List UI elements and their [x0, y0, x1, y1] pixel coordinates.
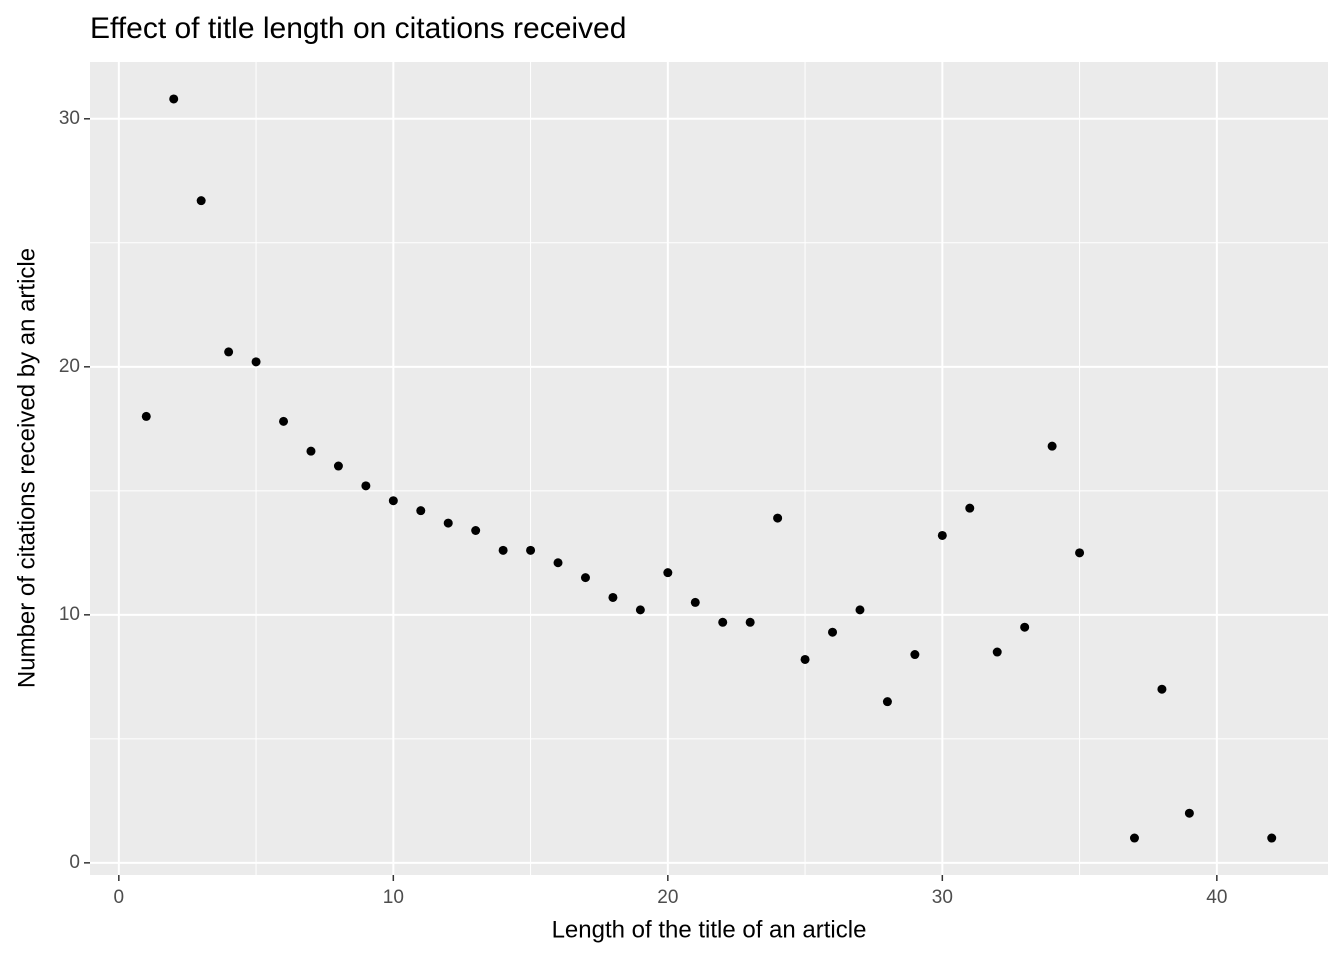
point — [1047, 441, 1057, 451]
point — [169, 94, 179, 104]
y-axis-label: Number of citations received by an artic… — [13, 248, 40, 688]
point — [745, 617, 755, 627]
point — [690, 597, 700, 607]
point — [141, 411, 151, 421]
point — [443, 518, 453, 528]
point — [279, 416, 289, 426]
point — [224, 347, 234, 357]
point — [1075, 548, 1085, 558]
y-tick-label: 0 — [69, 852, 80, 873]
panel — [90, 62, 1328, 875]
point — [306, 446, 316, 456]
point — [773, 513, 783, 523]
point — [882, 697, 892, 707]
point — [608, 592, 618, 602]
point — [361, 481, 371, 491]
y-tick-label: 30 — [59, 108, 80, 129]
grid — [90, 62, 1328, 875]
point — [937, 530, 947, 540]
point — [580, 573, 590, 583]
point — [1020, 622, 1030, 632]
point — [498, 545, 508, 555]
point — [800, 654, 810, 664]
point — [635, 605, 645, 615]
point — [333, 461, 343, 471]
point — [1129, 833, 1139, 843]
point — [388, 496, 398, 506]
point — [965, 503, 975, 513]
x-tick-label: 30 — [932, 887, 953, 908]
point — [855, 605, 865, 615]
chart-title: Effect of title length on citations rece… — [90, 12, 626, 45]
point — [663, 568, 673, 578]
point — [1157, 684, 1167, 694]
point — [910, 650, 920, 660]
x-tick-label: 10 — [383, 887, 404, 908]
x-tick-label: 0 — [114, 887, 125, 908]
point — [828, 627, 838, 637]
point — [196, 196, 206, 206]
y-tick-label: 20 — [59, 356, 80, 377]
point — [992, 647, 1002, 657]
y-tick-label: 10 — [59, 604, 80, 625]
point — [416, 506, 426, 516]
point — [526, 545, 536, 555]
x-tick-label: 20 — [657, 887, 678, 908]
x-axis-label: Length of the title of an article — [552, 916, 867, 943]
point — [1184, 808, 1194, 818]
point — [251, 357, 261, 367]
point — [1267, 833, 1277, 843]
point — [553, 558, 563, 568]
point — [718, 617, 728, 627]
x-tick-label: 40 — [1206, 887, 1227, 908]
point — [471, 526, 481, 536]
